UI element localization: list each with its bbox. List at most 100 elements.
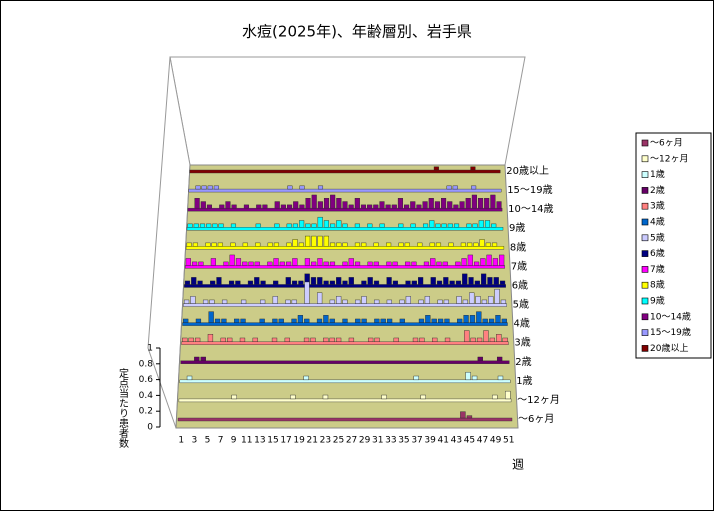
bar: [386, 277, 392, 285]
bar: [437, 318, 444, 323]
bar: [348, 277, 354, 285]
bar: [453, 204, 459, 209]
bar: [465, 198, 471, 209]
bar: [433, 166, 439, 171]
bar: [367, 337, 374, 342]
row-base: [177, 417, 513, 422]
bar: [298, 242, 304, 247]
bar: [444, 318, 450, 323]
chart-title: 水痘(2025年)、年齢層別、岩手県: [242, 23, 472, 41]
bar: [419, 337, 425, 342]
bar: [260, 280, 266, 285]
bar: [416, 204, 422, 209]
bar: [207, 185, 213, 190]
bar: [305, 235, 311, 247]
bar: [262, 204, 268, 209]
bar: [405, 280, 411, 285]
x-tick-label: 21: [307, 436, 318, 446]
bar: [303, 375, 309, 381]
bar: [441, 198, 447, 209]
bar: [373, 204, 379, 209]
bar: [184, 280, 191, 285]
bar: [385, 204, 391, 209]
x-tick-label: 9: [231, 436, 237, 446]
depth-label: 5歳: [513, 299, 529, 311]
bar: [471, 375, 478, 381]
bar: [477, 198, 484, 209]
bar: [464, 330, 470, 342]
bar: [292, 258, 298, 266]
bar: [316, 318, 323, 323]
bar: [354, 223, 360, 228]
depth-label: 20歳以上: [506, 165, 549, 177]
bar: [471, 185, 477, 190]
bar: [231, 394, 237, 400]
bar: [374, 318, 380, 323]
bar: [272, 296, 278, 304]
bar: [221, 318, 227, 323]
z-tick-label: 0.8: [139, 359, 154, 369]
bar: [411, 261, 417, 266]
bar: [223, 261, 229, 266]
bar: [291, 280, 298, 285]
bar: [285, 277, 291, 285]
x-tick-label: 25: [333, 436, 344, 446]
bar: [286, 223, 292, 228]
bar: [255, 242, 261, 247]
bar: [304, 318, 310, 323]
bar: [487, 277, 493, 285]
bar: [367, 204, 373, 209]
legend-label: 7歳: [650, 263, 665, 275]
bar: [494, 288, 500, 304]
bar: [360, 204, 367, 209]
legend-label: 3歳: [650, 200, 665, 212]
x-tick-label: 1: [178, 436, 184, 446]
bar: [290, 394, 296, 400]
bar: [342, 280, 348, 285]
depth-label: ～12ヶ月: [517, 394, 560, 406]
bar: [430, 258, 436, 266]
legend-swatch: [641, 187, 649, 194]
bar: [271, 337, 278, 342]
bar: [248, 261, 254, 266]
bar: [197, 280, 203, 285]
depth-label: 15～19歳: [507, 184, 552, 196]
bar: [449, 280, 455, 285]
bar: [209, 299, 215, 304]
legend-swatch: [641, 281, 649, 289]
bar: [490, 194, 496, 209]
legend-swatch: [641, 329, 649, 336]
bar: [380, 318, 386, 323]
bar: [330, 194, 336, 209]
bar: [342, 242, 348, 247]
legend-swatch: [641, 313, 649, 321]
bar: [194, 198, 200, 209]
bar: [220, 337, 226, 342]
x-tick-label: 51: [503, 436, 514, 446]
bar: [299, 220, 305, 228]
bar: [431, 318, 437, 323]
bar: [455, 261, 461, 266]
bar: [317, 201, 323, 209]
row-base: [189, 169, 501, 174]
bar: [323, 235, 329, 247]
bar: [304, 281, 310, 304]
bar: [198, 261, 204, 266]
z-axis-label: 定点当たり患者数: [117, 367, 129, 449]
bar: [410, 201, 416, 209]
bar: [227, 337, 233, 342]
bar: [462, 299, 469, 304]
bar: [230, 242, 236, 247]
bar: [452, 185, 458, 190]
bar: [474, 261, 480, 266]
bar: [497, 375, 504, 381]
bar: [391, 204, 397, 209]
bar: [496, 334, 502, 342]
bar: [453, 223, 460, 228]
bar: [418, 277, 424, 285]
bar: [206, 204, 213, 209]
depth-label: ～6ヶ月: [518, 413, 554, 425]
bar: [305, 223, 311, 228]
bar: [311, 194, 317, 209]
bar: [213, 185, 219, 190]
